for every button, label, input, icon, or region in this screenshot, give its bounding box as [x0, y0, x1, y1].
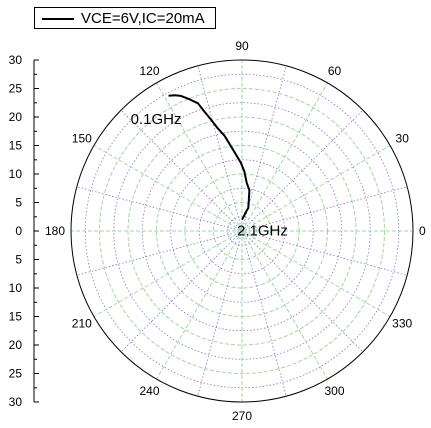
radial-tick-label: 20	[9, 338, 23, 352]
angular-gridline-minor	[76, 186, 243, 232]
angular-gridline-major	[156, 82, 243, 232]
radial-tick-label: 25	[9, 367, 23, 381]
angle-tick-label: 150	[72, 132, 92, 146]
angle-tick-label: 180	[45, 224, 65, 238]
radial-tick-label: 10	[9, 281, 23, 295]
angular-gridline-major	[156, 230, 243, 380]
angular-gridline-major	[241, 230, 328, 380]
angle-tick-label: 60	[328, 64, 342, 78]
radial-tick-label: 15	[9, 139, 23, 153]
radial-tick-label: 25	[9, 82, 23, 96]
angular-gridline-minor	[241, 230, 287, 397]
angle-tick-label: 330	[392, 317, 412, 331]
angular-gridline-major	[241, 145, 391, 232]
angle-tick-label: 270	[232, 409, 252, 423]
radial-tick-label: 5	[15, 196, 22, 210]
annotation-label: 0.1GHz	[131, 111, 182, 128]
angular-gridline-minor	[241, 230, 364, 353]
angular-gridline-minor	[120, 230, 243, 353]
radial-tick-label: 5	[15, 253, 22, 267]
angle-tick-label: 0	[419, 224, 426, 238]
legend-label: VCE=6V,IC=20mA	[81, 10, 205, 27]
radial-gridline-minor	[170, 159, 314, 303]
angle-tick-label: 120	[139, 64, 159, 78]
angular-gridline-minor	[197, 230, 243, 397]
angle-tick-label: 240	[139, 384, 159, 398]
angular-gridline-minor	[241, 230, 408, 276]
angular-gridline-minor	[120, 109, 243, 232]
angle-tick-label: 30	[396, 132, 410, 146]
angular-gridline-minor	[241, 186, 408, 232]
angular-gridline-major	[93, 230, 243, 317]
series-line	[168, 94, 251, 221]
angular-gridline-major	[241, 82, 328, 232]
angular-gridline-minor	[197, 65, 243, 232]
angular-gridline-minor	[76, 230, 243, 276]
legend: VCE=6V,IC=20mA	[34, 7, 216, 29]
angle-tick-label: 90	[235, 39, 249, 53]
radial-tick-label: 15	[9, 310, 23, 324]
angle-tick-label: 210	[72, 317, 92, 331]
radial-tick-label: 30	[9, 395, 23, 409]
radial-tick-label: 10	[9, 167, 23, 181]
radial-tick-label: 0	[15, 224, 22, 238]
angular-gridline-major	[93, 145, 243, 232]
annotation-label: 2.1GHz	[237, 223, 288, 240]
outer-circle	[70, 59, 414, 403]
radial-gridline-major	[213, 202, 271, 260]
angular-gridline-major	[241, 230, 391, 317]
radial-gridline-major	[99, 88, 385, 374]
radial-tick-label: 20	[9, 110, 23, 124]
angular-gridline-minor	[241, 109, 364, 232]
legend-line-swatch	[42, 18, 74, 20]
radial-tick-label: 30	[9, 53, 23, 67]
angle-tick-label: 300	[324, 384, 344, 398]
